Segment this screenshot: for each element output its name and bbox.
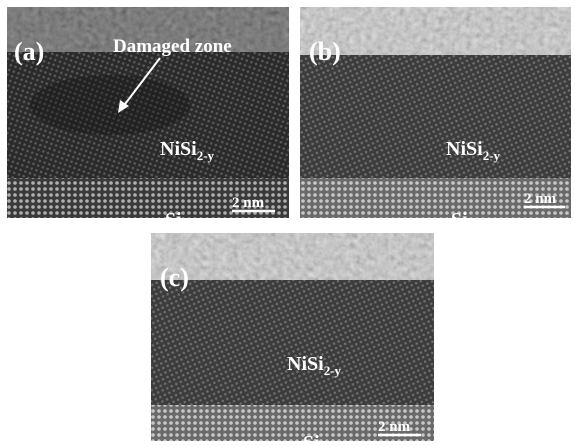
phase: NiSi bbox=[160, 138, 197, 160]
page: {"panels": [ {"label": "(a)", "annotatio… bbox=[0, 0, 575, 445]
scale-bar-label: 2 nm bbox=[232, 195, 265, 211]
panel-c: (c) NiSi2-y Si 2 nm bbox=[151, 233, 434, 445]
damaged-zone bbox=[30, 75, 190, 135]
panel-a: (a) Damaged zone NiSi2-y Si 2 nm bbox=[7, 7, 289, 231]
phase-subscript: 2-y bbox=[483, 148, 501, 163]
phase: NiSi bbox=[446, 138, 483, 160]
substrate-label: Si bbox=[303, 432, 320, 445]
panel-b: (b) NiSi2-y Si 2 nm bbox=[300, 7, 571, 231]
nisi-layer bbox=[151, 280, 434, 405]
substrate-label: Si bbox=[165, 209, 182, 231]
panel-label: (c) bbox=[160, 263, 189, 292]
amorphous-tint bbox=[151, 233, 434, 280]
phase: NiSi bbox=[287, 353, 324, 375]
phase-subscript: 2-y bbox=[324, 363, 342, 378]
nisi-layer bbox=[300, 55, 571, 178]
scale-bar-label: 2 nm bbox=[524, 191, 557, 207]
phase-subscript: 2-y bbox=[197, 148, 215, 163]
panel-label: (a) bbox=[14, 37, 44, 66]
figure: (a) Damaged zone NiSi2-y Si 2 nm (b) NiS… bbox=[0, 0, 575, 445]
panel-label: (b) bbox=[309, 37, 341, 66]
scale-bar-label: 2 nm bbox=[378, 419, 411, 435]
substrate-label: Si bbox=[451, 209, 468, 231]
annotation: Damaged zone bbox=[113, 36, 232, 57]
